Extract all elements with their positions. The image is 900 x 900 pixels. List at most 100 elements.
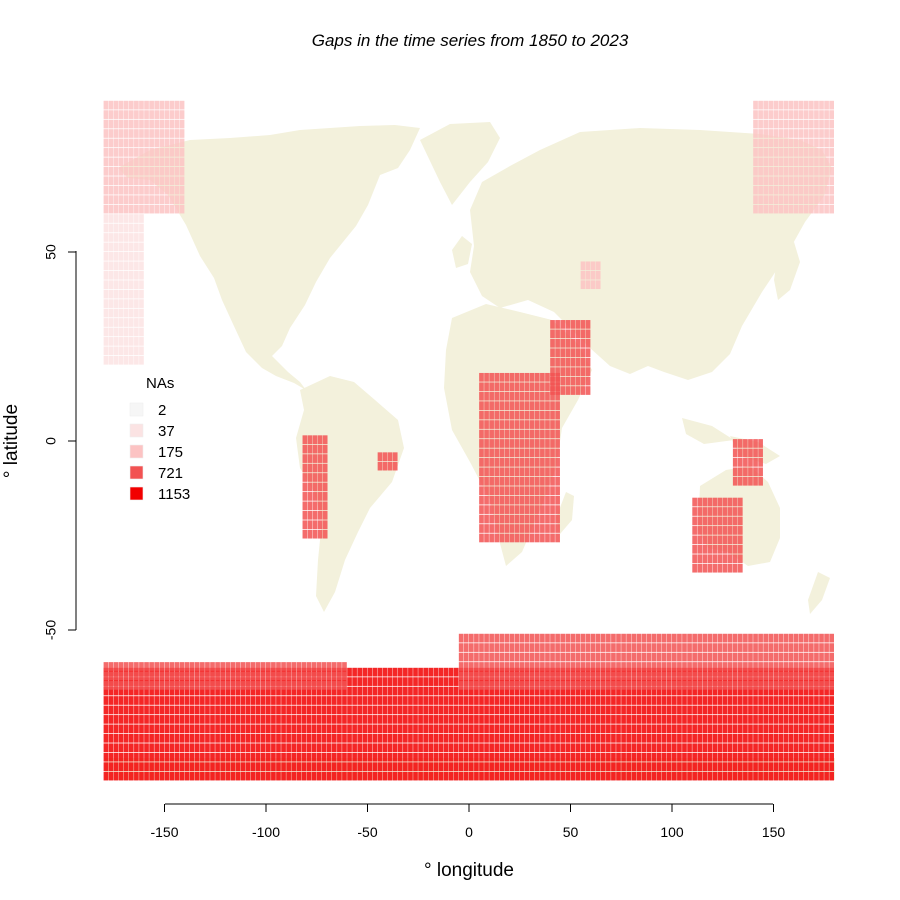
gap-cell [819,119,824,129]
gap-cell [621,771,626,781]
gap-cell [778,204,784,214]
gap-cell [570,652,576,662]
gap-cell [291,724,297,734]
gap-cell [220,681,225,690]
gap-cell [743,671,748,681]
gap-cell [489,439,494,448]
gap-cell [570,762,576,771]
gap-cell [803,724,809,734]
gap-cell [524,633,530,643]
gap-cell [139,346,144,356]
gap-cell [621,705,626,715]
gap-cell [509,372,515,382]
gap-cell [550,329,555,339]
gap-cell [712,652,718,662]
gap-cell [154,110,160,119]
gap-cell [174,157,180,167]
gap-cell [646,762,652,771]
gap-cell [707,743,713,753]
gap-cell [403,762,408,771]
gap-cell [113,100,119,110]
gap-cell [108,299,114,308]
gap-cell [494,686,500,696]
gap-cell [484,671,489,681]
gap-cell [768,762,774,771]
gap-cell [504,382,510,392]
gap-cell [499,696,505,705]
gap-cell [519,633,525,643]
gap-cell [113,261,119,271]
gap-cell [139,327,144,337]
gap-cell [600,705,606,715]
gap-cell [108,195,114,204]
gap-cell [291,715,297,724]
gap-cell [509,458,515,467]
gap-cell [677,715,682,724]
gap-cell [509,505,515,514]
gap-cell [732,643,738,652]
gap-cell [458,752,464,762]
gap-cell [555,467,560,477]
gap-cell [113,346,119,356]
gap-cell [783,662,789,671]
gap-cell [489,771,494,781]
gap-cell [529,391,535,401]
gap-cell [824,686,829,696]
gap-cell [778,185,784,195]
gap-cell [438,762,444,771]
gap-cell [179,119,185,129]
gap-cell [631,724,637,734]
gap-cell [580,386,586,395]
gap-cell [458,671,464,681]
gap-cell [317,454,323,463]
gap-cell [798,762,804,771]
gap-cell [118,681,124,690]
gap-cell [707,705,713,715]
gap-cell [803,148,809,157]
gap-cell [342,771,347,781]
gap-cell [118,743,124,753]
gap-cell [306,743,312,753]
gap-cell [387,743,393,753]
gap-cell [702,516,708,526]
gap-cell [727,681,733,690]
gap-cell [626,696,631,705]
gap-cell [737,439,743,448]
gap-cell [149,204,154,214]
gap-cell [321,715,327,724]
gap-cell [428,686,434,696]
gap-cell [108,662,114,671]
gap-cell [565,762,571,771]
gap-cell [316,662,322,671]
gap-cell [768,705,774,715]
gap-cell [824,195,829,204]
gap-cell [600,752,606,762]
gap-cell [540,705,545,715]
gap-cell [377,743,383,753]
gap-cell [164,662,170,671]
gap-cell [580,724,586,734]
gap-cell [585,386,591,395]
gap-cell [575,329,581,339]
gap-cell [504,439,510,448]
gap-cell [550,724,555,734]
gap-cell [793,733,799,743]
gap-cell [580,743,586,753]
gap-cell [103,242,109,252]
gap-cell [737,458,743,467]
gap-cell [768,157,774,167]
gap-cell [372,686,378,696]
gap-cell [712,544,718,554]
gap-cell [499,458,505,467]
gap-cell [377,452,383,462]
gap-cell [798,110,804,119]
gap-cell [154,681,160,690]
gap-cell [474,771,479,781]
gap-cell [692,497,697,507]
gap-cell [778,110,784,119]
gap-cell [809,705,814,715]
gap-cell [134,327,139,337]
gap-cell [128,129,134,138]
gap-cell [296,662,302,671]
gap-cell [565,733,571,743]
